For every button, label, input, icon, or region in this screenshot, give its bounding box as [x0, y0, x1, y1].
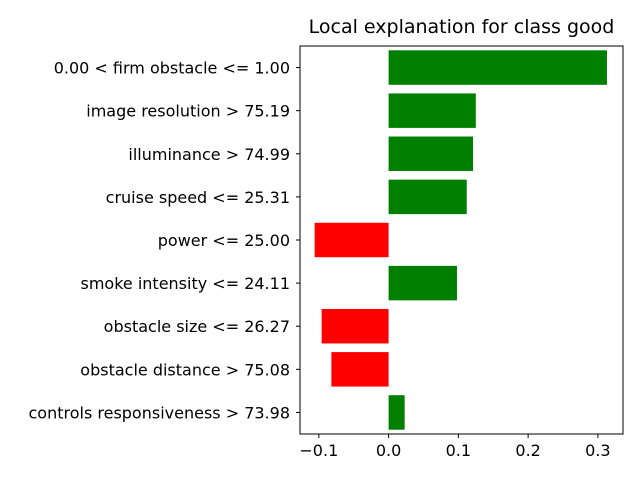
y-axis-ticks: 0.00 < firm obstacle <= 1.00 image resolu…: [28, 59, 300, 422]
bar: [388, 395, 405, 430]
bar: [321, 308, 389, 344]
chart-title: Local explanation for class good: [309, 16, 615, 38]
y-tick-label: illuminance > 74.99: [128, 145, 290, 164]
bar: [314, 222, 389, 258]
bar: [331, 352, 389, 387]
y-tick-label: obstacle distance > 75.08: [80, 360, 290, 379]
x-tick-label: 0.2: [515, 441, 540, 460]
bars-group: [314, 50, 607, 430]
x-axis-ticks: −0.1 0.0 0.1 0.2 0.3: [299, 434, 611, 460]
bar: [388, 179, 467, 215]
y-tick-label: image resolution > 75.19: [86, 102, 290, 121]
y-tick-label: smoke intensity <= 24.11: [81, 274, 291, 293]
y-tick-label: power <= 25.00: [158, 231, 290, 250]
y-tick-label: cruise speed <= 25.31: [106, 188, 290, 207]
y-tick-label: obstacle size <= 26.27: [104, 317, 290, 336]
axes-frame: [299, 45, 624, 435]
bar: [388, 50, 607, 85]
x-tick-label: 0.1: [446, 441, 471, 460]
x-tick-label: 0.3: [585, 441, 610, 460]
y-tick-label: 0.00 < firm obstacle <= 1.00: [54, 59, 290, 78]
bar: [388, 265, 457, 301]
x-tick-label: 0.0: [376, 441, 401, 460]
bar: [388, 136, 474, 172]
x-tick-label: −0.1: [299, 441, 338, 460]
bar: [388, 93, 476, 128]
y-tick-label: controls responsiveness > 73.98: [28, 403, 290, 422]
